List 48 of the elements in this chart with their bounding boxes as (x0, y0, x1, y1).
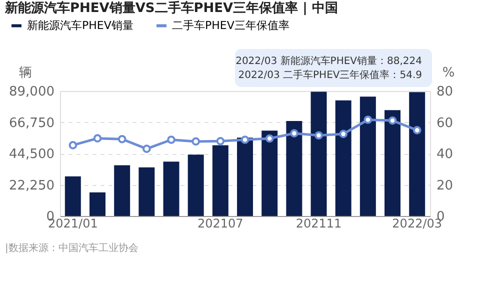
point (192, 137, 200, 146)
point (216, 137, 225, 146)
y2-axis-title: % (442, 66, 455, 80)
y-tick-label: 22,250 (9, 178, 54, 194)
x-tick-label: 202111 (296, 216, 342, 230)
point (118, 134, 126, 144)
bar (286, 121, 302, 216)
y-tick-label: 66,750 (9, 116, 54, 131)
bar (138, 167, 155, 216)
bar (335, 100, 352, 216)
point (68, 141, 78, 150)
bar (310, 92, 327, 216)
bar (237, 138, 253, 216)
legend-label: 新能源汽车PHEV销量 (27, 18, 134, 32)
point (240, 136, 250, 144)
y-tick-label: 89,000 (9, 84, 54, 100)
y2-tick-label: 60 (436, 116, 454, 131)
bar (90, 192, 106, 216)
bar (384, 110, 400, 216)
text: 2022/03 新能源汽车PHEV销量：88,224 (236, 55, 422, 67)
y2-tick-label: 80 (436, 84, 454, 100)
point (412, 126, 422, 134)
bar (262, 130, 278, 216)
text: 2022/03 二手车PHEV三年保值率：54.9 (238, 69, 422, 81)
bar (212, 145, 228, 216)
bar (64, 176, 81, 216)
bar (163, 162, 180, 216)
text: |数据来源：中国汽车工业协会 (5, 242, 138, 254)
bar (360, 96, 376, 216)
bar (409, 92, 426, 216)
y2-tick-label: 40 (436, 147, 454, 162)
point (388, 116, 397, 125)
bar (114, 165, 130, 216)
legend-label: 二手车PHEV三年保值率 (172, 18, 290, 32)
point (265, 134, 274, 143)
y2-tick-label: 20 (436, 178, 454, 194)
y-axis-title: 辆 (19, 66, 32, 80)
bar (188, 154, 204, 216)
point (364, 116, 372, 124)
point (142, 144, 151, 153)
point (93, 134, 102, 142)
point (167, 136, 176, 144)
y-tick-label: 44,500 (9, 147, 54, 162)
point (290, 129, 298, 138)
chart-title: 新能源汽车PHEV销量VS二手车PHEV三年保值率 | 中国 (4, 0, 338, 16)
point (314, 131, 323, 140)
x-tick-label: 202107 (198, 216, 244, 230)
point (339, 130, 348, 138)
